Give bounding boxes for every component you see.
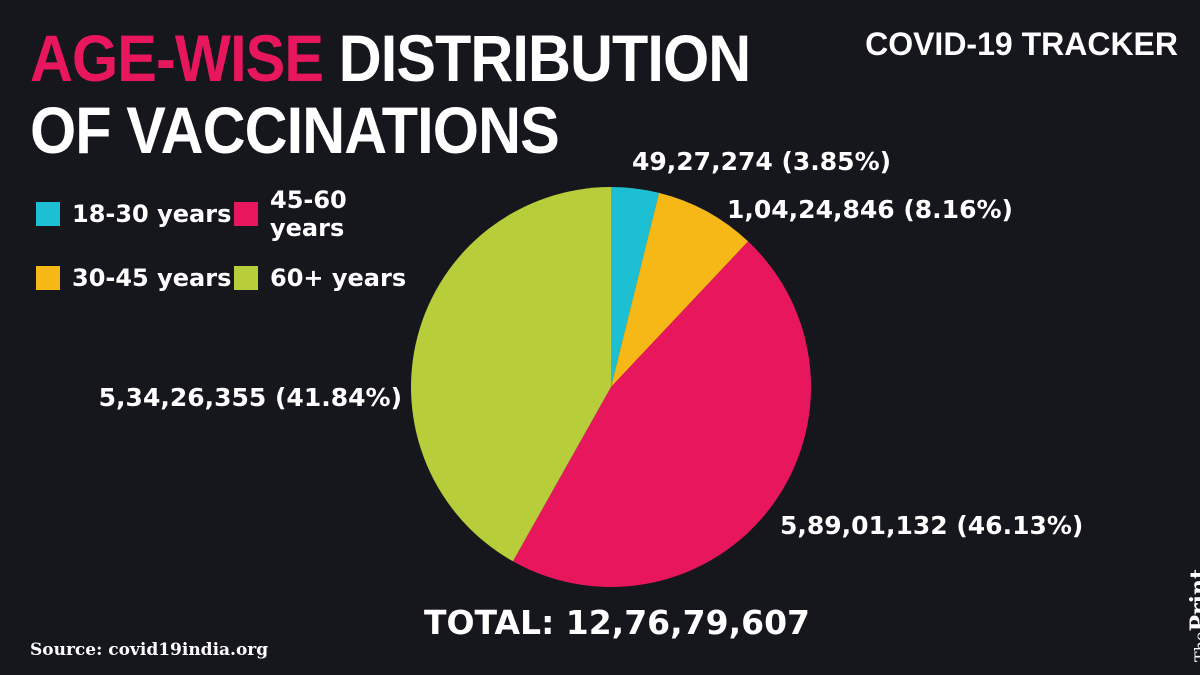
legend-label: 60+ years — [270, 264, 407, 292]
slice-label-3: 5,89,01,132 (46.13%) — [780, 511, 1083, 540]
total-label: TOTAL: 12,76,79,607 — [424, 603, 810, 642]
legend-label: 30-45 years — [72, 264, 232, 292]
legend-swatch — [234, 266, 258, 290]
legend-item-45-60: 45-60 years — [234, 186, 414, 242]
brand-small: The — [1191, 631, 1200, 662]
legend-swatch — [36, 202, 60, 226]
legend-swatch — [234, 202, 258, 226]
title-rest: DISTRIBUTION — [323, 21, 751, 95]
legend-swatch — [36, 266, 60, 290]
brand-logo: ThePrint — [1186, 569, 1200, 662]
title-highlight: AGE-WISE — [30, 21, 324, 95]
legend-item-18-30: 18-30 years — [36, 186, 234, 242]
chart-title: AGE-WISE DISTRIBUTION OF VACCINATIONS — [30, 21, 751, 167]
tracker-label: COVID-19 TRACKER — [865, 26, 1178, 62]
title-line-2: OF VACCINATIONS — [30, 93, 560, 167]
legend: 18-30 years 45-60 years 30-45 years 60+ … — [36, 186, 414, 292]
legend-label: 18-30 years — [72, 200, 232, 228]
slice-label-1: 49,27,274 (3.85%) — [632, 147, 891, 176]
pie-slice-1 — [611, 187, 660, 387]
pie-slice-2 — [611, 192, 749, 387]
legend-item-60-plus: 60+ years — [234, 264, 414, 292]
brand-main: Print — [1186, 568, 1200, 632]
legend-item-30-45: 30-45 years — [36, 264, 234, 292]
legend-label: 45-60 years — [270, 186, 347, 242]
pie-slice-4 — [411, 187, 611, 562]
slice-label-2: 1,04,24,846 (8.16%) — [727, 195, 1013, 224]
pie-slice-3 — [512, 241, 812, 588]
source-note: Source: covid19india.org — [30, 640, 269, 660]
slice-label-4: 5,34,26,355 (41.84%) — [99, 383, 402, 412]
